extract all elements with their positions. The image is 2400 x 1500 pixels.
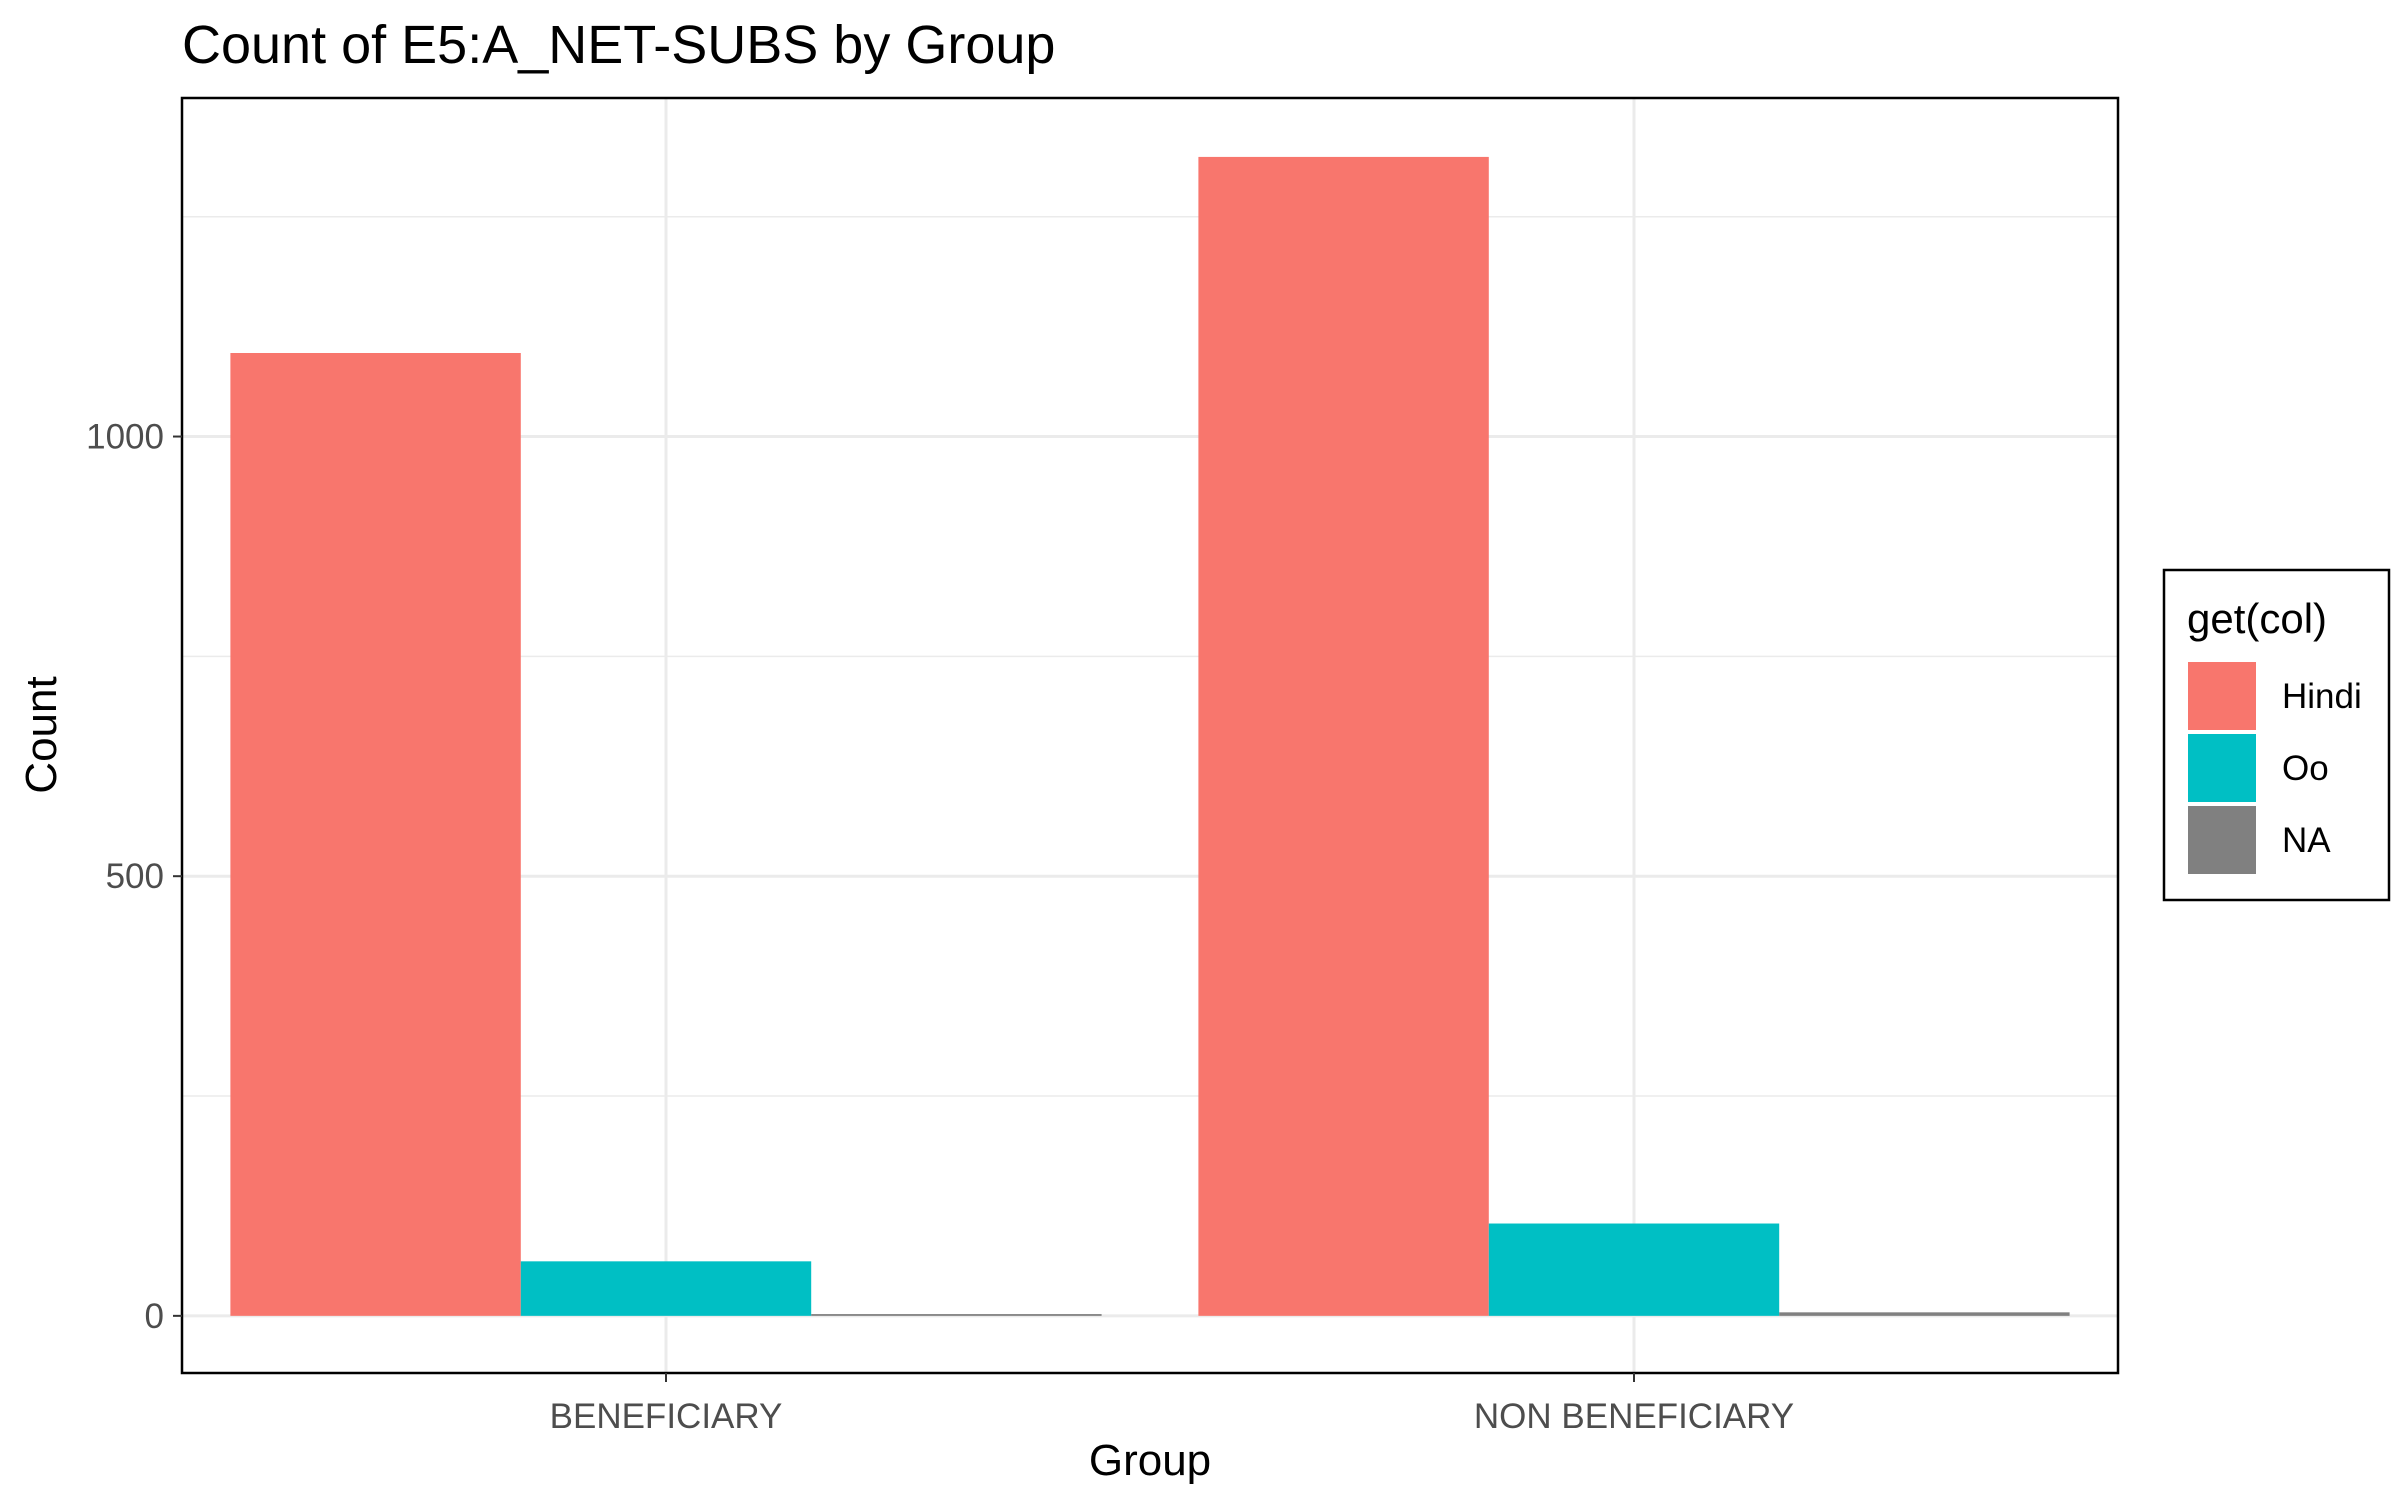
- x-tick-label: BENEFICIARY: [550, 1397, 783, 1436]
- y-tick-label: 500: [106, 857, 164, 896]
- legend-key-na: [2188, 806, 2256, 874]
- legend-items: Hindi Oo NA: [2188, 662, 2362, 874]
- y-axis-ticks: 0 500 1000: [86, 418, 182, 1336]
- legend-label: NA: [2282, 821, 2331, 860]
- legend-label: Oo: [2282, 749, 2329, 788]
- bars: [230, 156, 2070, 1316]
- bar-oo-beneficiary: [520, 1261, 812, 1316]
- legend: get(col) Hindi Oo NA: [2162, 568, 2391, 902]
- x-axis-ticks: BENEFICIARY NON BENEFICIARY: [550, 1373, 1794, 1436]
- y-tick-label: 0: [145, 1297, 164, 1336]
- legend-key-hindi: [2188, 662, 2256, 730]
- legend-key-oo: [2188, 734, 2256, 802]
- bar-oo-non-beneficiary: [1488, 1223, 1780, 1316]
- y-axis-title: Count: [17, 676, 66, 793]
- chart-title: Count of E5:A_NET-SUBS by Group: [182, 15, 1055, 75]
- bar-hindi-beneficiary: [230, 353, 521, 1316]
- y-tick-label: 1000: [86, 418, 164, 457]
- plot-panel-border: [180, 96, 2120, 1375]
- bar-hindi-non-beneficiary: [1198, 156, 1489, 1316]
- x-tick-label: NON BENEFICIARY: [1474, 1397, 1794, 1436]
- legend-label: Hindi: [2282, 677, 2362, 716]
- legend-title: get(col): [2187, 595, 2327, 642]
- bar-na-beneficiary: [811, 1314, 1102, 1316]
- x-axis-title: Group: [1089, 1436, 1211, 1485]
- bar-na-non-beneficiary: [1779, 1312, 2070, 1316]
